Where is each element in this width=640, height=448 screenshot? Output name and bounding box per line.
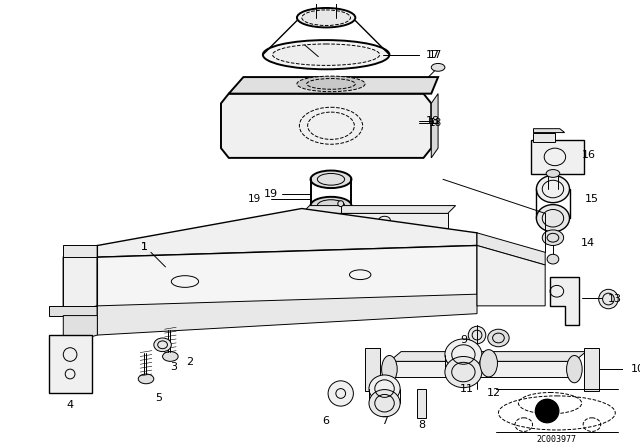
Ellipse shape [297,8,355,27]
Polygon shape [228,77,438,94]
Polygon shape [63,246,97,315]
Polygon shape [431,94,438,158]
Ellipse shape [302,10,351,26]
Text: 18: 18 [428,118,442,128]
Ellipse shape [297,76,365,92]
Ellipse shape [488,329,509,347]
Ellipse shape [547,254,559,264]
Polygon shape [97,246,477,315]
Polygon shape [477,246,545,306]
Polygon shape [49,306,97,315]
Text: 18: 18 [426,116,440,126]
Ellipse shape [163,352,178,362]
Text: 3: 3 [170,362,177,372]
Ellipse shape [369,390,400,417]
Circle shape [536,399,559,422]
Text: 2C003977: 2C003977 [537,435,577,444]
Text: 9: 9 [460,335,467,345]
Text: 13: 13 [608,294,622,304]
Polygon shape [531,140,584,174]
Text: 2: 2 [186,358,193,367]
Ellipse shape [546,169,560,177]
Text: 16: 16 [582,150,596,160]
Polygon shape [389,362,574,377]
Polygon shape [63,246,97,257]
Ellipse shape [310,197,351,214]
Text: 4: 4 [67,400,74,410]
Ellipse shape [138,374,154,384]
Text: 17: 17 [426,50,440,60]
Polygon shape [97,294,477,335]
Polygon shape [302,206,456,213]
Text: 10: 10 [630,364,640,374]
Ellipse shape [536,176,570,202]
Text: 19: 19 [264,189,278,199]
Polygon shape [221,94,431,158]
Polygon shape [550,277,579,325]
Ellipse shape [310,171,351,188]
Polygon shape [584,348,598,391]
Ellipse shape [431,64,445,71]
Text: 5: 5 [155,393,162,403]
Polygon shape [302,213,448,228]
Ellipse shape [566,356,582,383]
Polygon shape [534,133,555,142]
Ellipse shape [598,289,618,309]
Text: 15: 15 [585,194,599,204]
Ellipse shape [468,326,486,344]
Text: 14: 14 [581,237,595,248]
Ellipse shape [273,44,380,65]
Ellipse shape [263,40,389,69]
Ellipse shape [445,339,482,370]
Polygon shape [365,348,380,391]
Ellipse shape [536,205,570,232]
Ellipse shape [480,350,497,377]
Ellipse shape [316,0,336,3]
Text: 17: 17 [428,50,442,60]
Text: 11: 11 [460,383,474,394]
Ellipse shape [319,0,333,2]
Bar [49,335,93,393]
Text: 8: 8 [418,420,425,430]
Ellipse shape [154,338,172,352]
Polygon shape [389,352,586,362]
Text: 19: 19 [248,194,261,204]
Text: 1: 1 [141,242,147,252]
Ellipse shape [328,381,353,406]
Ellipse shape [381,356,397,383]
Text: 7: 7 [381,416,388,426]
Polygon shape [97,208,477,257]
Text: 6: 6 [323,416,330,426]
Ellipse shape [338,201,344,207]
Ellipse shape [445,357,482,388]
Text: 1: 1 [141,242,148,252]
Polygon shape [477,233,545,265]
Ellipse shape [542,230,564,246]
Text: 12: 12 [486,388,500,398]
Polygon shape [534,129,564,133]
Ellipse shape [369,375,400,402]
Bar [417,388,426,418]
Polygon shape [63,315,97,345]
